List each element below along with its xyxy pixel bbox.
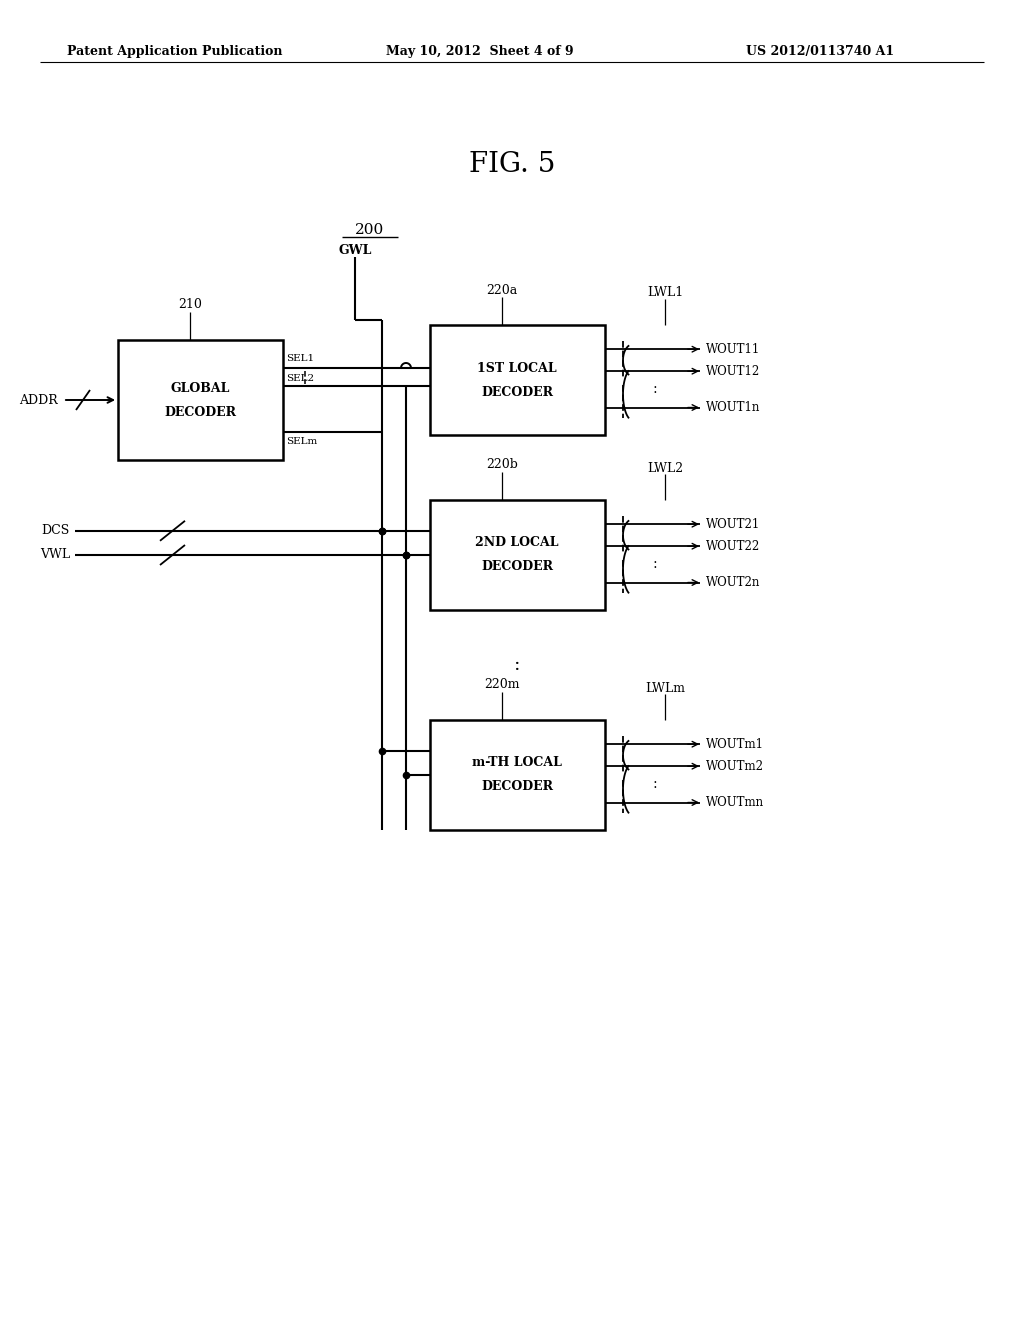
Text: WOUTm2: WOUTm2 (706, 760, 764, 772)
Text: US 2012/0113740 A1: US 2012/0113740 A1 (745, 45, 894, 58)
Text: WOUT1n: WOUT1n (706, 401, 761, 414)
Text: 210: 210 (178, 298, 202, 312)
Text: DECODER: DECODER (481, 780, 553, 793)
Text: WOUT11: WOUT11 (706, 343, 760, 355)
Text: ADDR: ADDR (19, 393, 58, 407)
Text: DECODER: DECODER (164, 405, 236, 418)
Bar (118, 341, 283, 459)
Text: WOUT21: WOUT21 (706, 517, 760, 531)
Text: WOUT2n: WOUT2n (706, 576, 761, 589)
Text: WOUTmn: WOUTmn (706, 796, 764, 809)
Text: VWL: VWL (40, 549, 70, 561)
Text: WOUT22: WOUT22 (706, 540, 760, 553)
Text: 2ND LOCAL: 2ND LOCAL (475, 536, 559, 549)
Text: LWL2: LWL2 (647, 462, 683, 474)
Text: 220m: 220m (484, 678, 520, 692)
Text: DECODER: DECODER (481, 385, 553, 399)
Text: WOUT12: WOUT12 (706, 364, 760, 378)
Text: DCS: DCS (42, 524, 70, 537)
Text: WOUTm1: WOUTm1 (706, 738, 764, 751)
Text: 220b: 220b (486, 458, 518, 471)
Text: GLOBAL: GLOBAL (170, 381, 229, 395)
Text: LWLm: LWLm (645, 681, 685, 694)
Bar (430, 719, 605, 830)
Bar (430, 500, 605, 610)
Text: SELm: SELm (286, 437, 317, 446)
Text: :: : (652, 557, 657, 572)
Text: m-TH LOCAL: m-TH LOCAL (472, 756, 562, 770)
Text: 200: 200 (355, 223, 385, 238)
Text: FIG. 5: FIG. 5 (469, 152, 555, 178)
Text: :: : (514, 656, 520, 675)
Text: May 10, 2012  Sheet 4 of 9: May 10, 2012 Sheet 4 of 9 (386, 45, 573, 58)
Text: 220a: 220a (486, 284, 517, 297)
Text: Patent Application Publication: Patent Application Publication (68, 45, 283, 58)
Text: :: : (652, 777, 657, 792)
Text: LWL1: LWL1 (647, 286, 683, 300)
Text: 1ST LOCAL: 1ST LOCAL (477, 362, 557, 375)
Text: GWL: GWL (338, 243, 372, 256)
Text: DECODER: DECODER (481, 561, 553, 573)
Bar (430, 325, 605, 436)
Text: :: : (652, 383, 657, 396)
Text: SEL1: SEL1 (286, 354, 314, 363)
Text: SEL2: SEL2 (286, 374, 314, 383)
